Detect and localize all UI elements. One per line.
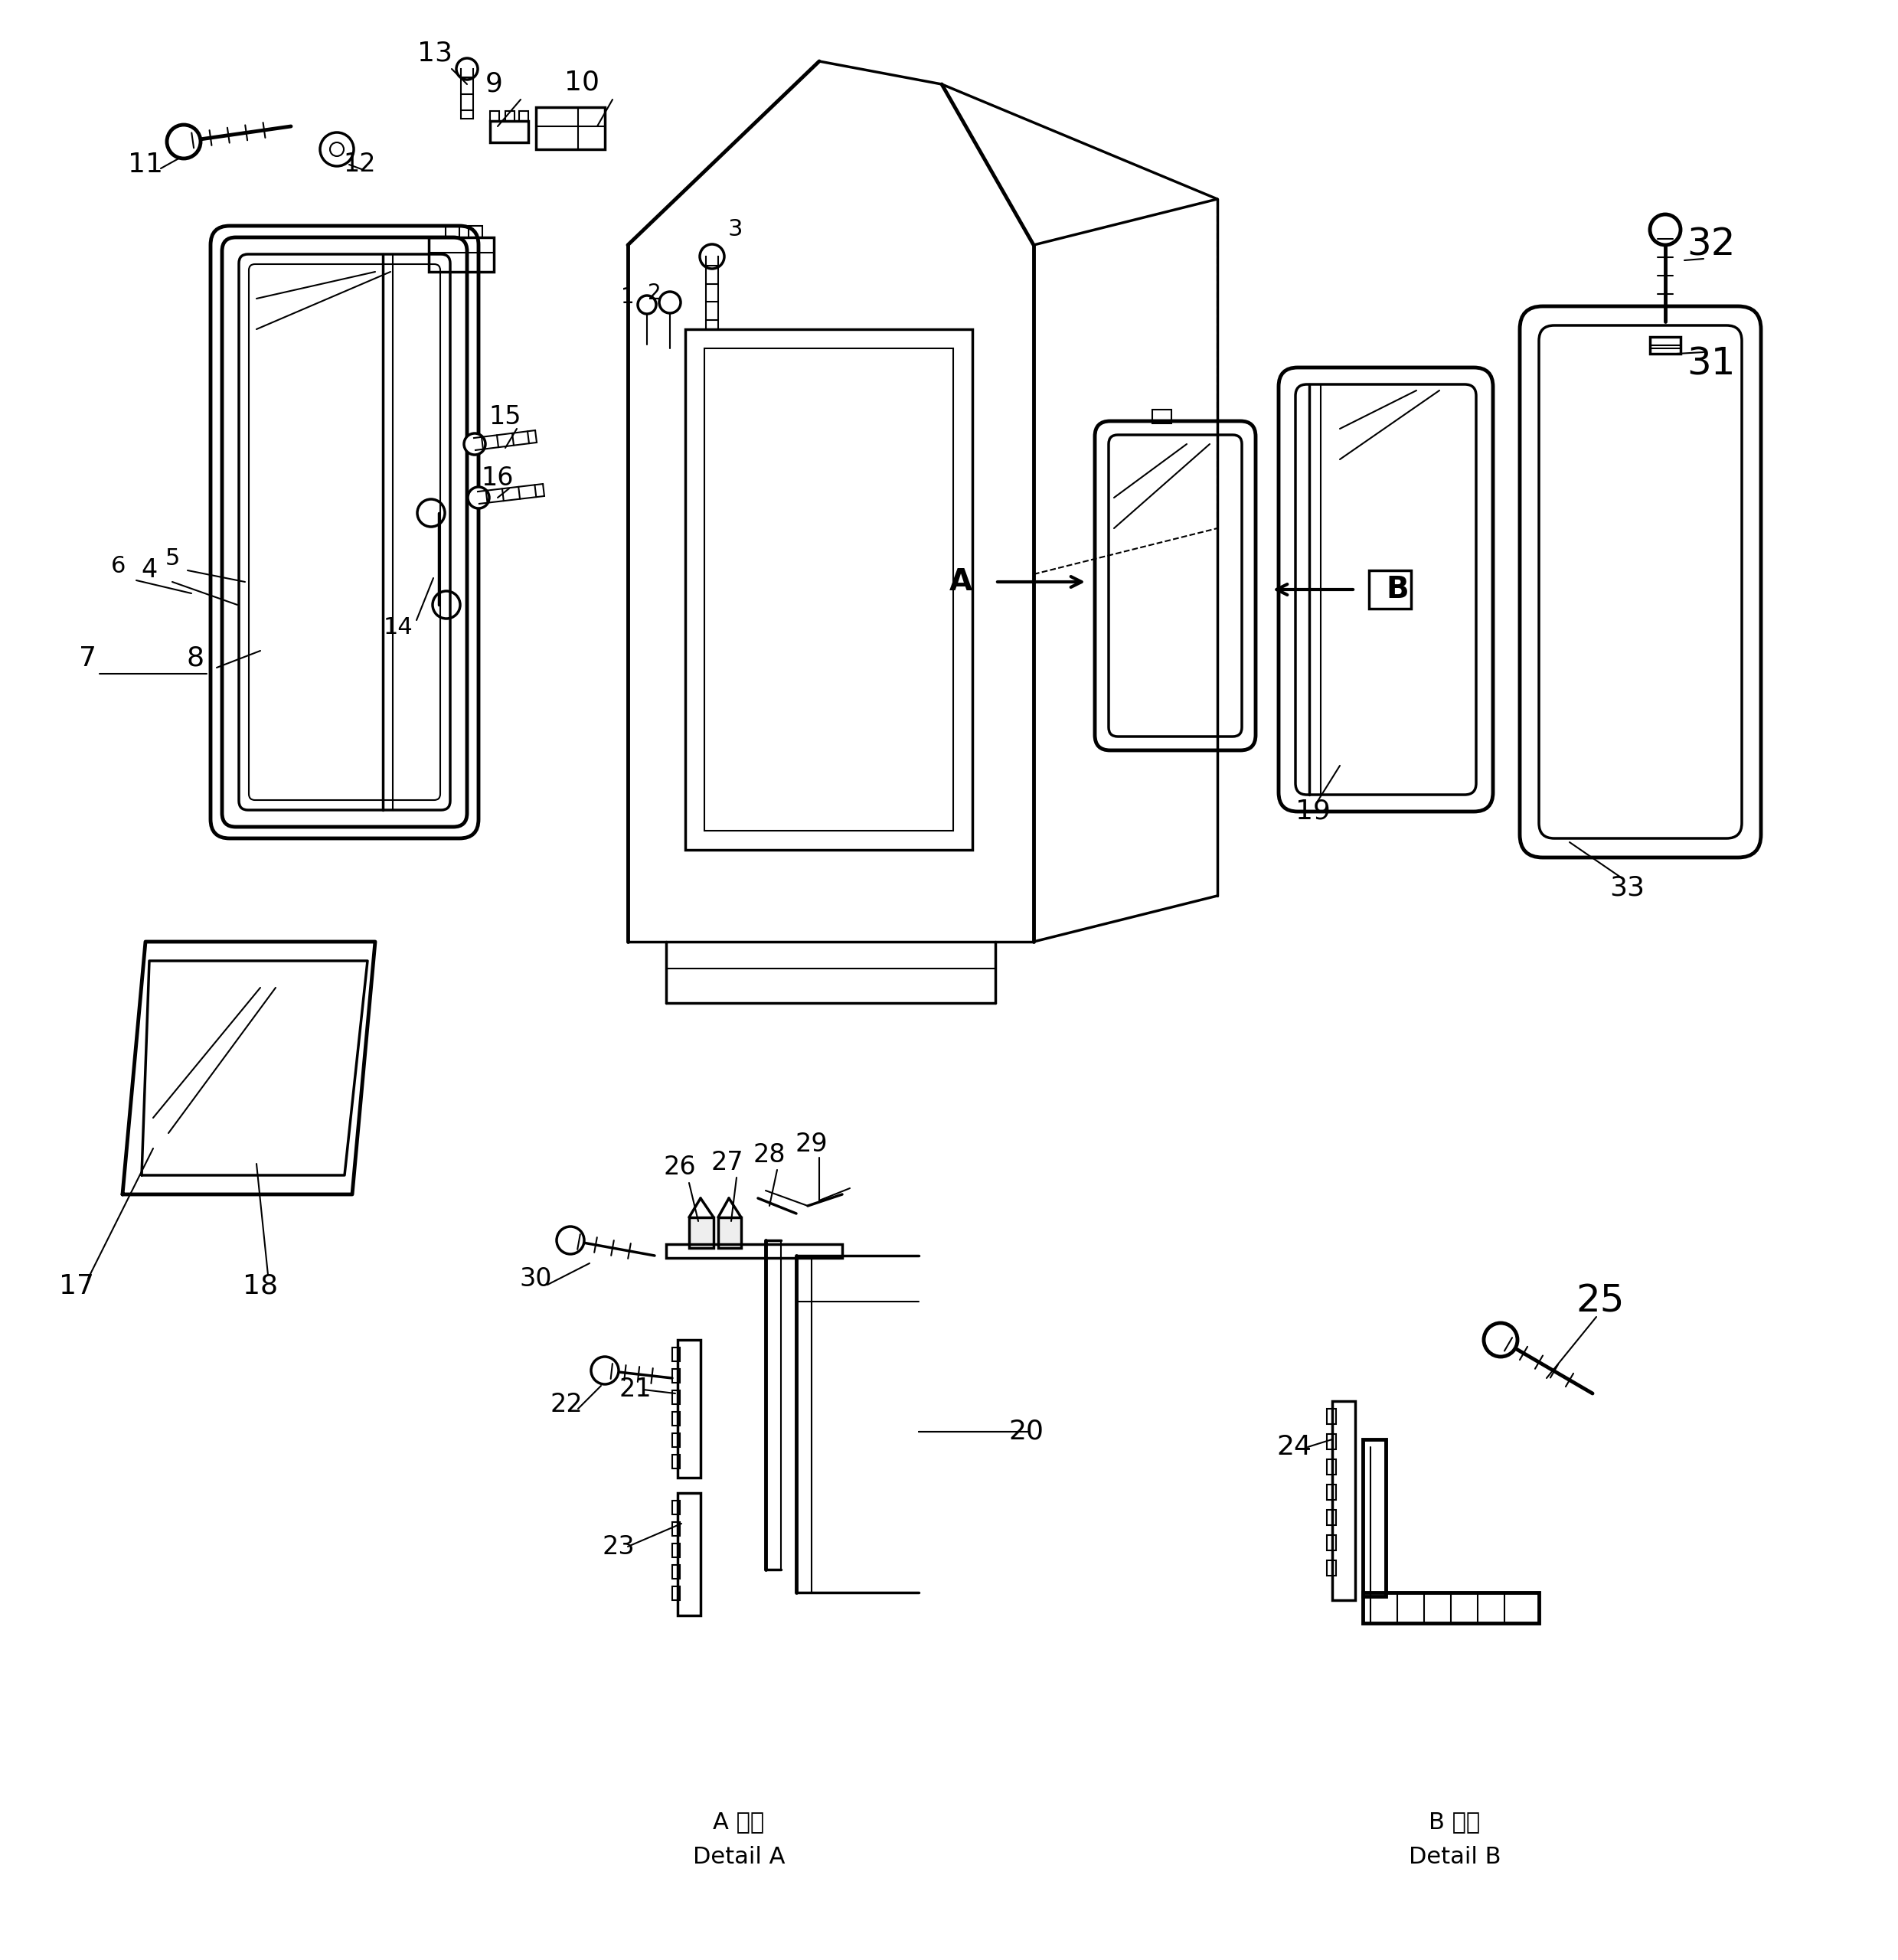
Bar xyxy=(469,225,482,237)
Text: 16: 16 xyxy=(482,466,514,492)
Text: 25: 25 xyxy=(1575,1284,1625,1319)
Bar xyxy=(1327,1460,1336,1474)
Text: B: B xyxy=(1386,574,1408,604)
Circle shape xyxy=(638,296,657,314)
Bar xyxy=(446,225,459,237)
Text: 15: 15 xyxy=(490,404,522,429)
Bar xyxy=(672,1368,679,1382)
Bar xyxy=(672,1433,679,1446)
Bar xyxy=(1363,1439,1386,1595)
Text: 14: 14 xyxy=(383,617,414,639)
Circle shape xyxy=(659,292,681,314)
Text: 26: 26 xyxy=(664,1154,697,1180)
Bar xyxy=(678,1494,700,1615)
Bar xyxy=(672,1501,679,1515)
Bar xyxy=(535,108,605,149)
Text: 22: 22 xyxy=(550,1392,583,1417)
Circle shape xyxy=(463,433,486,455)
Text: 1: 1 xyxy=(621,286,634,308)
Bar xyxy=(1152,410,1171,423)
Bar xyxy=(672,1390,679,1403)
Text: 18: 18 xyxy=(243,1274,277,1299)
Text: 30: 30 xyxy=(520,1266,552,1292)
Text: 4: 4 xyxy=(140,559,158,582)
Text: 29: 29 xyxy=(795,1133,828,1156)
Text: Detail A: Detail A xyxy=(693,1846,786,1868)
Bar xyxy=(1327,1509,1336,1525)
Text: 2: 2 xyxy=(647,282,661,304)
Bar xyxy=(1363,1592,1539,1623)
Bar xyxy=(1327,1535,1336,1550)
Bar xyxy=(1649,337,1680,353)
Text: 27: 27 xyxy=(712,1151,744,1174)
Bar xyxy=(689,1217,714,1249)
Circle shape xyxy=(700,245,725,269)
Text: 20: 20 xyxy=(1008,1419,1044,1445)
Bar xyxy=(490,112,499,122)
Bar xyxy=(672,1544,679,1558)
Bar xyxy=(678,1341,700,1478)
Circle shape xyxy=(1649,214,1680,245)
Bar xyxy=(672,1564,679,1578)
Text: 33: 33 xyxy=(1610,874,1644,902)
Text: 24: 24 xyxy=(1275,1435,1312,1460)
Bar xyxy=(1327,1484,1336,1499)
Circle shape xyxy=(167,125,201,159)
Bar xyxy=(672,1454,679,1468)
Bar xyxy=(672,1411,679,1425)
Bar xyxy=(1327,1409,1336,1425)
Text: 28: 28 xyxy=(754,1143,786,1168)
Text: 8: 8 xyxy=(186,645,205,672)
Bar xyxy=(672,1523,679,1537)
Text: 9: 9 xyxy=(486,71,503,98)
Text: 21: 21 xyxy=(619,1378,651,1401)
Bar xyxy=(672,1586,679,1599)
Text: 11: 11 xyxy=(127,151,163,178)
Circle shape xyxy=(556,1227,585,1254)
Bar xyxy=(666,1245,843,1258)
Bar xyxy=(685,329,972,851)
Text: Detail B: Detail B xyxy=(1408,1846,1501,1868)
Text: 3: 3 xyxy=(727,220,742,241)
Circle shape xyxy=(456,59,478,80)
Text: 12: 12 xyxy=(344,153,376,176)
Bar xyxy=(505,112,514,122)
Bar xyxy=(1368,570,1410,610)
Circle shape xyxy=(1484,1323,1518,1356)
Text: A: A xyxy=(949,566,972,596)
Bar xyxy=(518,112,528,122)
Text: 5: 5 xyxy=(165,547,180,570)
Text: B 詳細: B 詳細 xyxy=(1429,1811,1480,1833)
Bar xyxy=(429,237,493,272)
Text: 32: 32 xyxy=(1687,227,1735,263)
Text: 17: 17 xyxy=(59,1274,95,1299)
Text: 23: 23 xyxy=(602,1535,636,1560)
Bar xyxy=(490,122,528,143)
Bar xyxy=(704,349,953,831)
Circle shape xyxy=(590,1356,619,1384)
Text: A 詳細: A 詳細 xyxy=(714,1811,765,1833)
Bar xyxy=(672,1348,679,1362)
Text: 7: 7 xyxy=(80,645,97,672)
Text: 10: 10 xyxy=(564,71,600,96)
Text: 13: 13 xyxy=(418,41,452,67)
Text: 19: 19 xyxy=(1296,798,1330,825)
Bar xyxy=(717,1217,740,1249)
Bar xyxy=(1332,1401,1355,1599)
Text: 31: 31 xyxy=(1687,345,1735,382)
Circle shape xyxy=(467,486,490,508)
Bar xyxy=(1327,1435,1336,1448)
Text: 6: 6 xyxy=(112,555,125,578)
Bar xyxy=(1327,1560,1336,1576)
